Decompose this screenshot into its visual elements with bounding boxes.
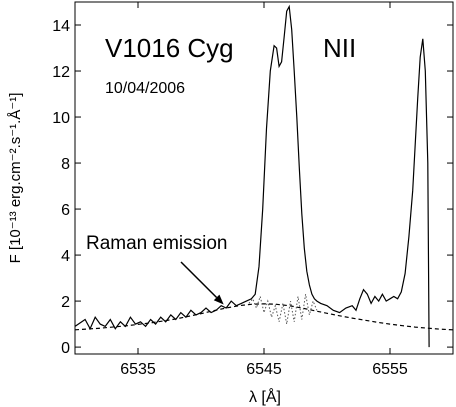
annotation-arrow — [180, 261, 218, 299]
y-tick-label: 8 — [61, 156, 70, 173]
series-line-dotted — [248, 294, 318, 325]
chart-marks — [74, 4, 454, 348]
x-tick-label: 6555 — [372, 361, 408, 378]
annotation-label: Raman emission — [86, 233, 228, 254]
y-tick-label: 12 — [52, 64, 70, 81]
x-tick-label: 6535 — [120, 361, 156, 378]
x-axis-label: λ [Å] — [249, 387, 281, 406]
y-tick-label: 6 — [61, 202, 70, 219]
series-line-solid — [74, 4, 430, 348]
y-tick-label: 0 — [61, 340, 70, 357]
y-tick-label: 14 — [52, 18, 70, 35]
chart-title: V1016 Cyg — [105, 33, 234, 63]
x-tick-label: 6545 — [246, 361, 282, 378]
annotation-arrowhead — [213, 294, 224, 305]
y-axis-label: F [10⁻¹³ erg.cm⁻².s⁻¹.Å⁻¹] — [7, 93, 24, 264]
y-tick-label: 2 — [61, 294, 70, 311]
chart-subtitle: 10/04/2006 — [105, 80, 185, 97]
y-tick-label: 10 — [52, 110, 70, 127]
line-label: NII — [323, 33, 356, 63]
y-axis-ticks: 0 2 4 6 8 10 12 14 — [52, 18, 453, 357]
x-axis-ticks: 6535 6545 6555 — [120, 2, 408, 378]
series-line-dashed — [74, 303, 454, 331]
y-tick-label: 4 — [61, 248, 70, 265]
